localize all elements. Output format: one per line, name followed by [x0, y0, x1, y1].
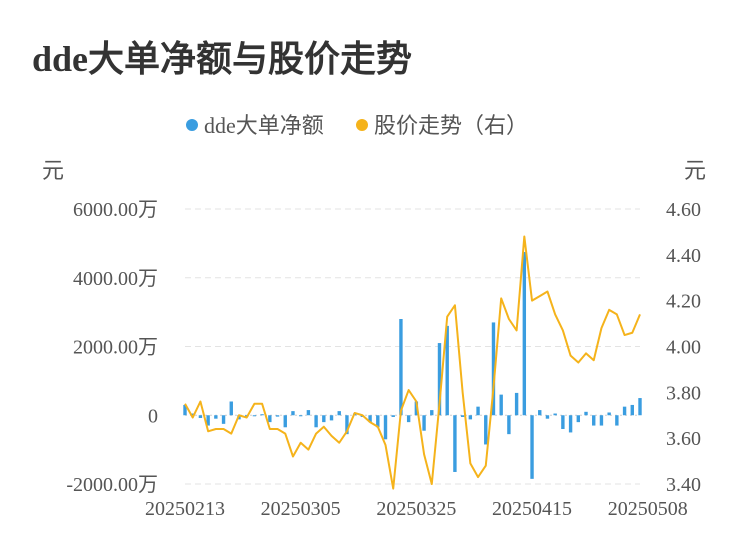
bar-dde[interactable] [607, 412, 611, 416]
right-tick-label: 3.40 [666, 474, 701, 496]
bar-dde[interactable] [437, 343, 442, 416]
bar-dde[interactable] [406, 415, 411, 423]
right-axis-unit: 元 [684, 158, 706, 183]
bar-dde[interactable] [229, 401, 233, 416]
bar-dde[interactable] [538, 410, 542, 416]
bar-dde[interactable] [599, 415, 604, 426]
bar-dde[interactable] [522, 251, 527, 416]
bar-dde[interactable] [530, 415, 534, 479]
bar-dde[interactable] [322, 415, 326, 423]
bar-dde[interactable] [206, 415, 210, 426]
x-axis: 20250213 20250305 20250325 20250415 20250508 [145, 498, 688, 520]
legend-marker-price [356, 119, 368, 131]
line-series-price [184, 235, 641, 490]
bar-dde[interactable] [191, 413, 195, 416]
bar-dde[interactable] [445, 325, 449, 416]
bar-dde[interactable] [337, 411, 341, 416]
bar-dde[interactable] [298, 415, 303, 417]
x-tick-label: 20250325 [376, 498, 456, 520]
left-axis-unit: 元 [42, 158, 64, 183]
bar-dde[interactable] [507, 415, 511, 435]
bar-dde[interactable] [514, 392, 519, 416]
x-tick-label: 20250305 [261, 498, 341, 520]
x-tick-label: 20250415 [492, 498, 572, 520]
bar-dde[interactable] [592, 415, 596, 426]
bar-dde[interactable] [622, 406, 627, 416]
bar-dde[interactable] [491, 322, 496, 416]
price-line[interactable] [184, 235, 641, 490]
bar-dde[interactable] [268, 415, 272, 423]
right-tick-label: 4.40 [666, 245, 701, 267]
right-tick-label: 3.80 [666, 382, 701, 404]
bar-dde[interactable] [615, 415, 619, 426]
bar-dde[interactable] [376, 415, 380, 428]
bar-dde[interactable] [499, 394, 503, 416]
bar-dde[interactable] [561, 415, 565, 429]
bar-dde[interactable] [568, 415, 573, 433]
bar-dde[interactable] [383, 415, 388, 440]
x-tick-label: 20250213 [145, 498, 225, 520]
legend-label-price[interactable]: 股价走势（右） [374, 113, 528, 138]
x-tick-label: 20250508 [608, 498, 688, 520]
bar-dde[interactable] [553, 413, 557, 416]
left-tick-label: 0 [148, 405, 158, 427]
right-tick-label: 3.60 [666, 428, 701, 450]
left-axis: -2000.00万 0 2000.00万 4000.00万 6000.00万 [66, 199, 158, 496]
bar-dde[interactable] [260, 414, 264, 416]
chart-title: dde大单净额与股价走势 [32, 39, 413, 79]
bar-dde[interactable] [584, 411, 588, 416]
left-tick-label: 6000.00万 [73, 199, 158, 221]
bar-dde[interactable] [275, 415, 280, 417]
bar-dde[interactable] [576, 415, 581, 423]
legend-marker-dde [186, 119, 198, 131]
bar-dde[interactable] [638, 398, 642, 416]
left-tick-label: 2000.00万 [73, 337, 158, 359]
right-axis: 3.40 3.60 3.80 4.00 4.20 4.40 4.60 [666, 199, 701, 496]
bar-dde[interactable] [252, 415, 257, 417]
left-tick-label: -2000.00万 [66, 474, 158, 496]
bar-dde[interactable] [430, 410, 434, 416]
legend: dde大单净额 股价走势（右） [186, 113, 528, 138]
bar-dde[interactable] [368, 415, 372, 423]
bar-dde[interactable] [214, 415, 218, 419]
bar-dde[interactable] [460, 415, 465, 417]
right-tick-label: 4.00 [666, 337, 701, 359]
bar-dde[interactable] [306, 410, 311, 416]
grid-lines [185, 208, 640, 485]
bar-dde[interactable] [391, 415, 395, 417]
bar-dde[interactable] [399, 319, 403, 416]
bar-series-dde [183, 251, 642, 479]
right-tick-label: 4.20 [666, 291, 701, 313]
legend-label-dde[interactable]: dde大单净额 [204, 113, 324, 138]
bar-dde[interactable] [345, 415, 349, 435]
bar-dde[interactable] [283, 415, 287, 428]
left-tick-label: 4000.00万 [73, 268, 158, 290]
bar-dde[interactable] [630, 404, 634, 416]
bar-dde[interactable] [484, 415, 488, 445]
bar-dde[interactable] [314, 415, 318, 428]
bar-dde[interactable] [221, 415, 226, 424]
bar-dde[interactable] [329, 415, 334, 421]
bar-dde[interactable] [453, 415, 457, 472]
bar-dde[interactable] [476, 406, 480, 416]
bar-dde[interactable] [468, 415, 473, 420]
right-tick-label: 4.60 [666, 199, 701, 221]
bar-dde[interactable] [545, 415, 550, 419]
bar-dde[interactable] [422, 415, 426, 431]
bar-dde[interactable] [183, 404, 187, 416]
bar-dde[interactable] [291, 411, 295, 416]
bar-dde[interactable] [198, 415, 203, 418]
